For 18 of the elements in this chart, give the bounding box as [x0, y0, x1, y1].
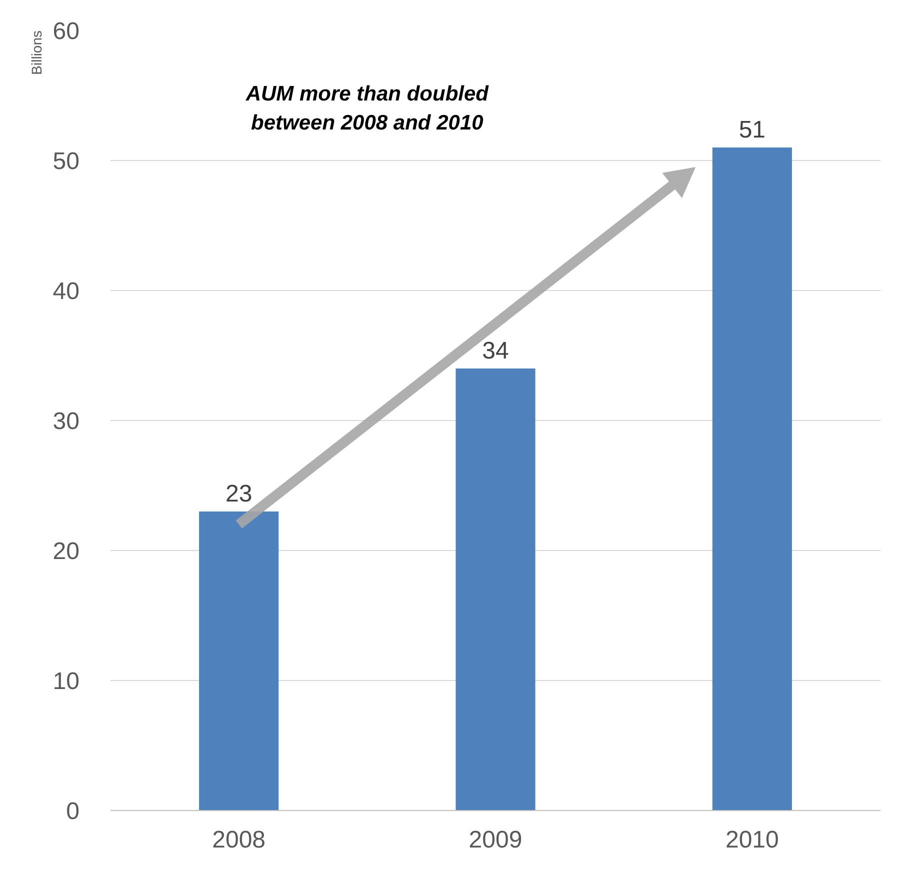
y-tick-label: 20	[52, 538, 80, 565]
y-tick-label: 50	[52, 148, 80, 175]
x-tick-label: 2008	[212, 826, 266, 854]
annotation: AUM more than doubled between 2008 and 2010	[244, 82, 490, 134]
x-tick-label: 2010	[725, 826, 779, 854]
bar	[199, 512, 279, 810]
y-tick-label: 40	[52, 278, 80, 305]
y-tick-label: 0	[66, 798, 80, 825]
y-tick-label: 60	[52, 18, 80, 45]
x-tick-label: 2009	[468, 826, 522, 854]
y-tick-label: 30	[52, 408, 80, 435]
y-tick-label: 10	[52, 668, 80, 695]
data-label: 51	[738, 116, 766, 144]
y-axis-title: Billions	[28, 30, 44, 75]
data-label: 34	[482, 338, 509, 364]
bar	[712, 148, 792, 810]
bar	[456, 368, 536, 810]
data-label: 23	[225, 480, 252, 508]
